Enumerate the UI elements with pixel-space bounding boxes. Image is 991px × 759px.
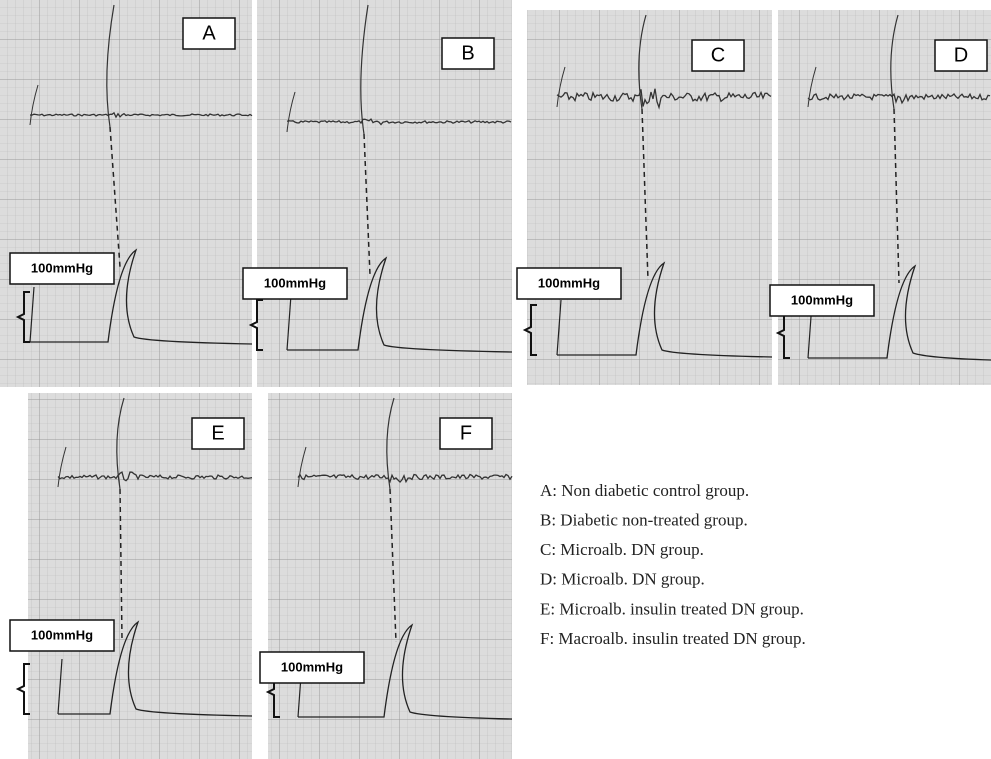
- legend-entry: F: Macroalb. insulin treated DN group.: [540, 629, 806, 648]
- panel-label: E: [211, 422, 224, 444]
- panel: E 100mmHg: [10, 393, 252, 759]
- panel: B 100mmHg: [243, 0, 512, 387]
- figure: A 100mmHg B 100mmHg C 100mmHg D 100mmHg E 100mmHg…: [0, 0, 991, 759]
- panel: D 100mmHg: [770, 10, 991, 385]
- legend-entry: A: Non diabetic control group.: [540, 481, 749, 500]
- legend-entry: C: Microalb. DN group.: [540, 540, 704, 559]
- panel-label: F: [460, 422, 472, 444]
- scale-label: 100mmHg: [281, 659, 343, 674]
- scale-label: 100mmHg: [31, 260, 93, 275]
- panel-label: C: [711, 44, 725, 66]
- scale-label: 100mmHg: [264, 275, 326, 290]
- panel-label: D: [954, 44, 968, 66]
- panel: F 100mmHg: [260, 393, 512, 759]
- legend-entry: E: Microalb. insulin treated DN group.: [540, 599, 804, 618]
- scale-label: 100mmHg: [538, 275, 600, 290]
- grid: [0, 0, 252, 387]
- panel-label: A: [202, 22, 216, 44]
- panel: C 100mmHg: [517, 10, 772, 385]
- legend-entry: D: Microalb. DN group.: [540, 570, 705, 589]
- legend-entry: B: Diabetic non-treated group.: [540, 511, 748, 530]
- panel-label: B: [461, 42, 474, 64]
- panel: A 100mmHg: [0, 0, 252, 387]
- scale-label: 100mmHg: [791, 292, 853, 307]
- scale-label: 100mmHg: [31, 627, 93, 642]
